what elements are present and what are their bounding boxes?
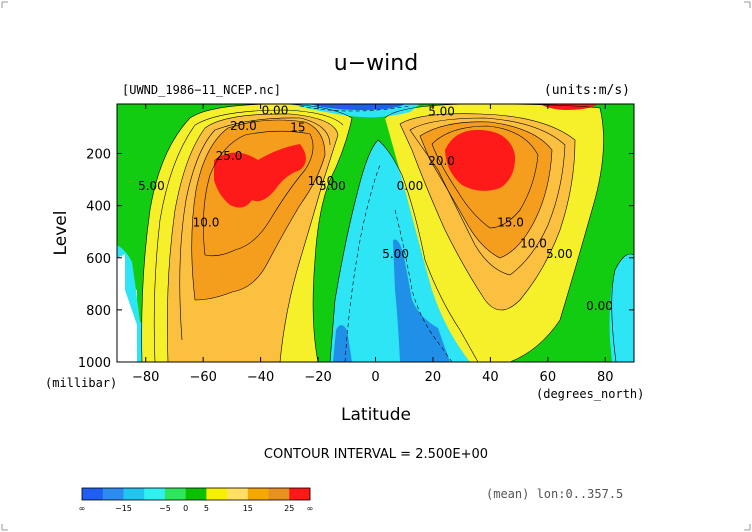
colorbar-tick-label: 25 — [284, 504, 294, 513]
colorbar-swatch — [206, 488, 228, 500]
x-tick-label: −40 — [247, 370, 274, 385]
colorbar-swatch — [268, 488, 290, 500]
colorbar-swatch — [82, 488, 104, 500]
colorbar-swatch — [123, 488, 145, 500]
colorbar-swatch — [164, 488, 186, 500]
contour-label: 0.00 — [586, 299, 613, 313]
source-label: [UWND_1986−11_NCEP.nc] — [122, 83, 281, 97]
contour-label: 5.00 — [319, 179, 346, 193]
x-tick-label: 20 — [425, 370, 442, 385]
colorbar-swatch — [227, 488, 249, 500]
contour-band-red-south — [214, 144, 306, 208]
contour-lines-dashed — [299, 105, 453, 362]
x-tick-label: 80 — [597, 370, 614, 385]
y-tick-label: 800 — [86, 304, 111, 319]
contour-label: 20.0 — [428, 154, 455, 168]
x-axis: −80 −60 −40 −20 0 20 40 60 80 — [132, 104, 614, 385]
colorbar: ∞ −15 −5 0 5 15 25 ∞ — [79, 487, 314, 513]
contour-label: 20.0 — [230, 119, 257, 133]
x-tick-label: 60 — [540, 370, 557, 385]
units-label: (units:m/s) — [544, 83, 630, 98]
contour-band-red-north — [445, 129, 516, 191]
contour-band-blue-2 — [393, 239, 450, 362]
contour-label: 15 — [290, 120, 305, 134]
colorbar-tick-label: ∞ — [79, 504, 86, 513]
colorbar-swatch — [102, 488, 124, 500]
x-tick-label: −20 — [304, 370, 331, 385]
contour-label: 5.00 — [546, 247, 573, 261]
mean-label: (mean) lon:0..357.5 — [486, 487, 623, 501]
colorbar-swatch — [247, 488, 269, 500]
contour-label: 5.00 — [138, 179, 165, 193]
colorbar-swatch — [185, 488, 207, 500]
colorbar-tick-label: 0 — [183, 504, 188, 513]
y-tick-label: 1000 — [78, 356, 111, 371]
contour-label: 10.0 — [193, 215, 220, 229]
contour-band-top-blue — [310, 104, 405, 110]
contour-label: 10.0 — [520, 236, 547, 250]
y-axis-title: Level — [51, 211, 71, 256]
colorbar-tick-label: −15 — [115, 504, 132, 513]
colorbar-swatch — [144, 488, 166, 500]
contour-interval-label: CONTOUR INTERVAL = 2.500E+00 — [264, 447, 488, 462]
colorbar-tick-label: 15 — [243, 504, 253, 513]
contour-label: 5.00 — [382, 247, 409, 261]
contour-band-blue-1 — [333, 325, 352, 362]
colorbar-tick-label: 5 — [204, 504, 209, 513]
contour-label: 5.00 — [428, 105, 455, 119]
contour-band-top-red — [540, 104, 598, 110]
contour-label: 0.00 — [262, 103, 289, 117]
contour-label: 25.0 — [216, 149, 243, 163]
x-tick-label: −80 — [132, 370, 159, 385]
colorbar-tick-label: ∞ — [307, 504, 314, 513]
colorbar-frame — [81, 487, 311, 501]
y-axis-units: (millibar) — [45, 376, 117, 390]
y-tick-label: 600 — [86, 252, 111, 267]
x-tick-label: −60 — [189, 370, 216, 385]
contour-label: 15.0 — [497, 215, 524, 229]
x-tick-label: 40 — [482, 370, 499, 385]
contour-label: 10.0 — [308, 174, 335, 188]
y-axis: 200 400 600 800 1000 — [78, 148, 634, 371]
x-axis-title: Latitude — [341, 405, 411, 425]
y-tick-label: 200 — [86, 148, 111, 163]
y-tick-label: 400 — [86, 200, 111, 215]
colorbar-swatch — [289, 488, 311, 500]
contour-band-cyan-right — [609, 254, 634, 362]
contour-label: 0.00 — [397, 179, 424, 193]
x-tick-label: 0 — [371, 370, 379, 385]
x-axis-units: (degrees_north) — [536, 387, 644, 401]
colorbar-tick-label: −5 — [159, 504, 171, 513]
chart-title: u−wind — [334, 51, 418, 76]
